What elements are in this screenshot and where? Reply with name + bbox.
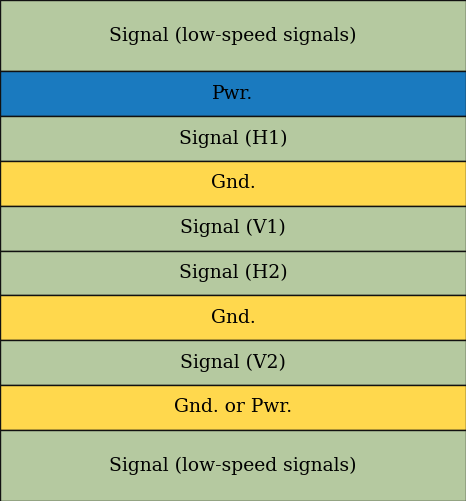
Bar	[0, 250, 466, 296]
Text: Signal (V1): Signal (V1)	[180, 219, 286, 237]
Bar	[0, 71, 466, 116]
Text: Gnd.: Gnd.	[211, 309, 255, 327]
Text: Signal (V2): Signal (V2)	[180, 354, 286, 372]
Text: Signal (low-speed signals): Signal (low-speed signals)	[109, 27, 357, 45]
Bar	[0, 161, 466, 205]
Bar	[0, 0, 466, 71]
Bar	[0, 385, 466, 430]
Text: Gnd.: Gnd.	[211, 174, 255, 192]
Text: Signal (H1): Signal (H1)	[179, 129, 287, 147]
Text: Signal (low-speed signals): Signal (low-speed signals)	[109, 456, 357, 474]
Text: Pwr.: Pwr.	[212, 85, 254, 103]
Text: Gnd. or Pwr.: Gnd. or Pwr.	[174, 398, 292, 416]
Bar	[0, 116, 466, 161]
Bar	[0, 340, 466, 385]
Text: Signal (H2): Signal (H2)	[178, 264, 288, 282]
Bar	[0, 205, 466, 250]
Bar	[0, 296, 466, 340]
Bar	[0, 430, 466, 501]
